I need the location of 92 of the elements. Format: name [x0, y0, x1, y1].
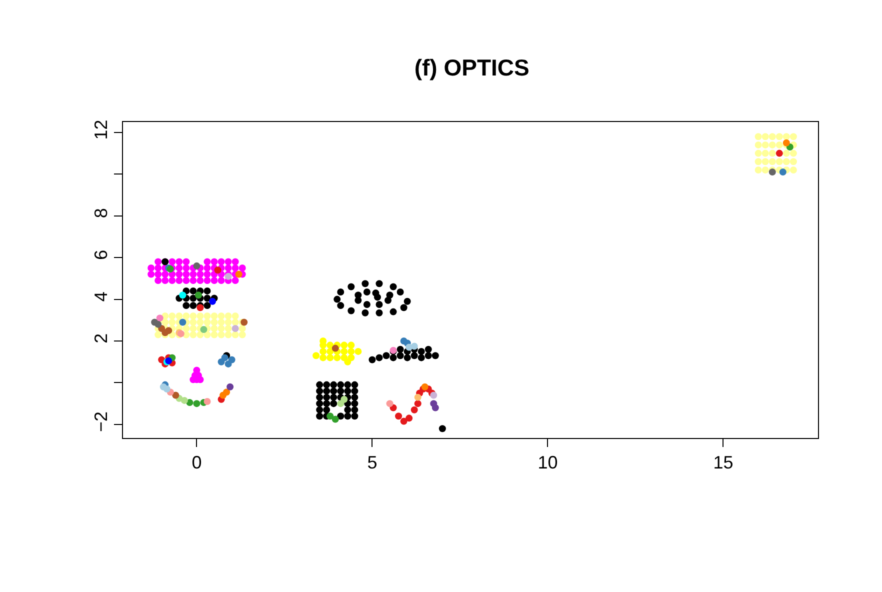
point [218, 277, 225, 284]
x-tick-label: 5 [367, 452, 378, 473]
point [148, 270, 155, 278]
y-tick-label: −2 [90, 411, 111, 432]
point [204, 270, 211, 278]
point [410, 342, 418, 350]
point [768, 168, 776, 176]
point [176, 264, 183, 272]
point [182, 258, 190, 266]
point [162, 277, 169, 284]
point [176, 258, 183, 266]
point [154, 270, 162, 278]
y-tick-label: 12 [90, 120, 111, 140]
x-tick-label: 0 [192, 452, 202, 473]
chart-title: (f) OPTICS [414, 54, 530, 80]
point [320, 354, 327, 362]
point [332, 416, 339, 423]
point [414, 394, 422, 401]
point [326, 412, 334, 420]
point [154, 264, 162, 272]
point [154, 277, 162, 284]
point [156, 314, 164, 322]
point [190, 277, 197, 284]
point [210, 277, 218, 284]
point [204, 264, 211, 272]
point [340, 342, 348, 349]
y-tick-label: 8 [90, 208, 111, 218]
point [148, 264, 155, 272]
point [226, 383, 234, 390]
point [340, 348, 348, 355]
point [223, 388, 230, 396]
y-tick-label: 4 [90, 292, 111, 302]
point [238, 264, 246, 272]
point [410, 406, 418, 414]
x-tick-label: 10 [538, 452, 558, 473]
point [348, 342, 355, 349]
point [430, 400, 438, 408]
point [182, 277, 190, 284]
point [218, 258, 225, 266]
point [348, 348, 355, 355]
point [228, 356, 236, 364]
point [337, 400, 344, 408]
point [162, 270, 169, 278]
point [779, 168, 786, 176]
point [172, 392, 180, 399]
point [182, 264, 190, 272]
point [193, 400, 200, 408]
point [182, 270, 190, 278]
point [232, 277, 239, 284]
point [176, 277, 183, 284]
point [326, 342, 334, 349]
point [200, 326, 208, 334]
point [154, 258, 162, 266]
point [224, 264, 232, 272]
point [406, 414, 413, 422]
point [193, 262, 200, 270]
point [210, 258, 218, 266]
x-tick-label: 15 [713, 452, 734, 473]
point [232, 264, 239, 272]
point [326, 354, 334, 362]
point [209, 298, 216, 305]
point [196, 277, 204, 284]
y-tick-label: 2 [90, 333, 111, 344]
point [312, 352, 320, 360]
point [194, 292, 202, 299]
point [214, 266, 222, 274]
point [204, 398, 211, 405]
point [179, 318, 186, 326]
point [320, 348, 327, 355]
point [204, 277, 211, 284]
point [196, 270, 204, 278]
point [400, 418, 408, 425]
point [176, 270, 183, 278]
point [414, 400, 422, 408]
point [168, 277, 176, 284]
point [232, 258, 239, 266]
point [204, 258, 211, 266]
y-tick-label: 6 [90, 250, 111, 260]
point [180, 396, 188, 404]
point [163, 385, 170, 392]
point [179, 292, 186, 299]
point [235, 270, 242, 278]
point [168, 258, 176, 266]
point [326, 348, 334, 355]
point [224, 258, 232, 266]
point [334, 354, 341, 362]
point [386, 400, 394, 408]
point [332, 344, 339, 352]
point [354, 348, 362, 355]
point [190, 270, 197, 278]
point [395, 412, 402, 420]
point [344, 358, 352, 366]
